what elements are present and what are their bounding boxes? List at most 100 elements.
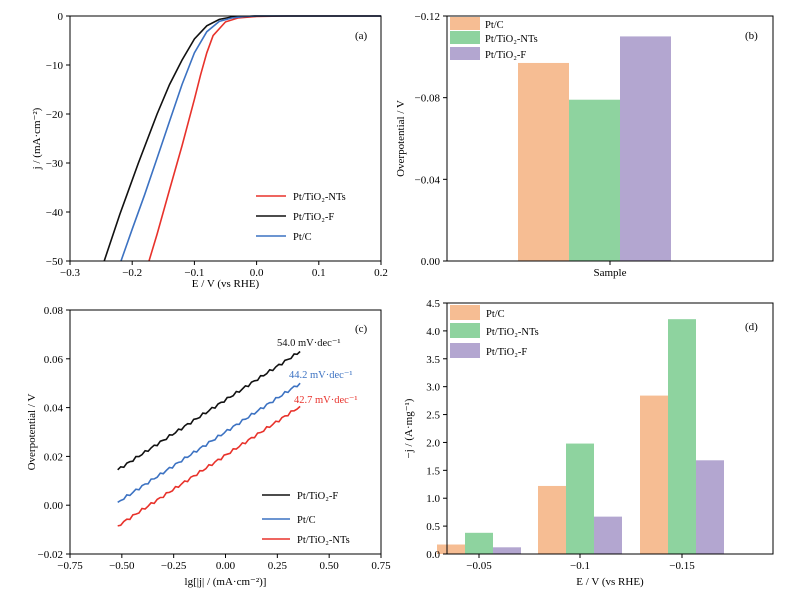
y-tick-label: 0.00 <box>421 256 441 268</box>
lsv-curve-1 <box>103 15 381 262</box>
y-tick-label: −20 <box>46 109 64 121</box>
bar <box>493 547 521 554</box>
x-axis-label: E / V (vs RHE) <box>192 278 260 290</box>
bar <box>594 516 622 554</box>
bar <box>566 443 594 554</box>
x-tick-label: −0.1 <box>570 560 590 572</box>
panel-d: −0.05 −0.1 −0.15 0.0 0.5 1.0 1.5 2.0 2.5 3.0 3.5 4.… <box>403 298 758 588</box>
y-tick-label: 4.0 <box>426 326 440 338</box>
bar <box>696 460 724 554</box>
x-tick-label: −0.15 <box>669 560 695 572</box>
x-tick-label: 0.1 <box>312 267 326 279</box>
legend-label: Pt/C <box>485 20 504 31</box>
y-axis-label: Overpotential / V <box>26 394 38 471</box>
legend-swatch <box>450 343 480 358</box>
panel-label: (c) <box>355 323 368 335</box>
y-tick-label: 1.0 <box>426 493 440 505</box>
x-tick-label: 0.2 <box>374 267 388 279</box>
x-tick-label: 0.0 <box>250 267 264 279</box>
x-axis-label: lg[|j| / (mA·cm⁻²)] <box>185 576 267 588</box>
slope-annotation: 44.2 mV·dec⁻¹ <box>289 370 353 381</box>
panel-c-frame <box>69 309 382 555</box>
legend-label: Pt/TiO₂-F <box>486 347 527 358</box>
legend-label: Pt/TiO₂-F <box>293 212 334 223</box>
bar <box>518 62 569 262</box>
bar <box>465 532 493 554</box>
y-tick-label: −0.02 <box>38 549 63 561</box>
y-tick-label: 0 <box>58 11 64 23</box>
y-tick-label: 0.02 <box>44 451 63 463</box>
panel-label: (d) <box>745 321 758 333</box>
x-tick-label: 0.75 <box>371 560 391 572</box>
panel-b: 0.00 −0.04 −0.08 −0.12 Sample Overpotential /… <box>395 11 758 279</box>
legend-swatch <box>450 31 480 44</box>
y-tick-label: 3.5 <box>426 354 440 366</box>
x-tick-label: 0.50 <box>320 560 340 572</box>
tafel-line-0 <box>117 350 301 471</box>
bar <box>569 99 620 261</box>
bar <box>620 36 671 261</box>
y-tick-label: 1.5 <box>426 465 440 477</box>
x-tick-label: −0.50 <box>109 560 135 572</box>
legend-label: Pt/C <box>293 232 312 243</box>
legend-swatch <box>450 323 480 338</box>
legend-swatch <box>450 47 480 60</box>
panel-c: −0.75 −0.50 −0.25 0.00 0.25 0.50 0.75 −0.02 0.00… <box>26 305 391 588</box>
y-axis-label: −j / (A·mg⁻¹) <box>403 398 415 458</box>
y-axis-label: Overpotential / V <box>395 100 407 177</box>
panel-a-frame <box>69 15 382 262</box>
legend-label: Pt/C <box>297 515 316 526</box>
tafel-line-2 <box>117 405 301 527</box>
y-tick-label: 2.0 <box>426 437 440 449</box>
x-tick-label: −0.25 <box>161 560 187 572</box>
y-tick-label: −10 <box>46 60 64 72</box>
y-tick-label: −0.08 <box>415 93 441 105</box>
x-tick-label: −0.05 <box>466 560 492 572</box>
y-tick-label: −0.12 <box>415 11 440 23</box>
bar <box>668 319 696 554</box>
legend-swatch <box>450 305 480 320</box>
bar <box>437 544 465 554</box>
y-tick-label: −0.04 <box>415 174 441 186</box>
lsv-curve-0 <box>148 15 381 262</box>
legend-label: Pt/TiO₂-NTs <box>293 192 346 203</box>
legend-label: Pt/TiO₂-NTs <box>486 327 539 338</box>
x-axis-label: Sample <box>594 267 627 279</box>
x-axis-label: E / V (vs RHE) <box>576 576 644 588</box>
legend-label: Pt/TiO₂-F <box>485 50 526 61</box>
y-tick-label: −50 <box>46 256 64 268</box>
panel-b-frame <box>446 15 774 262</box>
tafel-line-1 <box>117 382 301 503</box>
y-tick-label: 0.0 <box>426 549 440 561</box>
x-tick-label: −0.1 <box>184 267 204 279</box>
x-tick-label: −0.2 <box>122 267 142 279</box>
panel-d-frame <box>446 302 774 555</box>
y-tick-label: 2.5 <box>426 410 440 422</box>
y-tick-label: 0.08 <box>44 305 64 317</box>
y-tick-label: 0.00 <box>44 500 64 512</box>
legend-label: Pt/TiO₂-NTs <box>297 535 350 546</box>
legend-label: Pt/C <box>486 309 505 320</box>
legend-label: Pt/TiO₂-F <box>297 491 338 502</box>
slope-annotation: 42.7 mV·dec⁻¹ <box>294 395 358 406</box>
panel-label: (b) <box>745 30 758 42</box>
y-tick-label: 4.5 <box>426 298 440 310</box>
legend-label: Pt/TiO₂-NTs <box>485 34 538 45</box>
bar <box>640 395 668 554</box>
bar <box>538 485 566 554</box>
y-tick-label: 0.04 <box>44 403 64 415</box>
y-axis-label: j / (mA·cm⁻²) <box>31 107 43 170</box>
y-tick-label: 3.0 <box>426 382 440 394</box>
panel-label: (a) <box>355 30 368 42</box>
y-tick-label: −40 <box>46 207 64 219</box>
x-tick-label: −0.3 <box>60 267 80 279</box>
x-tick-label: 0.25 <box>268 560 288 572</box>
panel-a: −0.3 −0.2 −0.1 0.0 0.1 0.2 0 −10 −20 −30 −40 −50 E /… <box>31 11 388 290</box>
x-tick-label: 0.00 <box>216 560 236 572</box>
slope-annotation: 54.0 mV·dec⁻¹ <box>277 338 341 349</box>
y-tick-label: 0.06 <box>44 354 64 366</box>
y-tick-label: −30 <box>46 158 64 170</box>
legend-swatch <box>450 17 480 30</box>
y-tick-label: 0.5 <box>426 521 440 533</box>
